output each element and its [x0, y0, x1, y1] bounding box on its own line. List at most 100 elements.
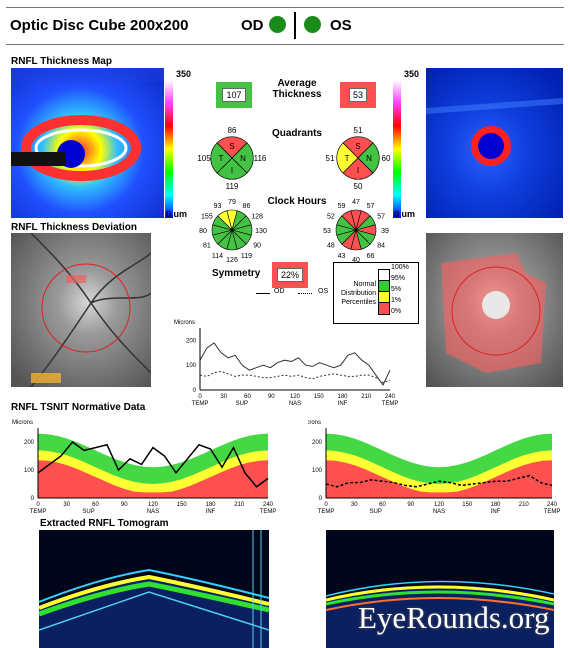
os-q-t-value: 51: [326, 154, 335, 163]
os-tsnit-xtick: 60: [379, 502, 386, 508]
od-clock-value: 114: [212, 253, 223, 260]
os-tsnit-ytick: 100: [312, 468, 323, 474]
od-clock-value: 80: [199, 228, 207, 235]
cmp-od-line: [199, 342, 391, 386]
od-tsnit-xcat: TEMP: [260, 509, 276, 515]
os-q-n-letter: N: [366, 154, 372, 163]
os-tsnit-xtick: 210: [519, 502, 530, 508]
cmp-xtick: 0: [198, 394, 202, 400]
od-label: OD: [241, 17, 264, 34]
od-colorbar-max: 350: [176, 69, 192, 79]
od-q-n-letter: N: [240, 154, 246, 163]
od-tsnit-xcat: NAS: [147, 509, 159, 515]
os-tsnit-xtick: 30: [351, 502, 358, 508]
od-q-i-value: 119: [226, 182, 239, 191]
os-tsnit-xtick: 90: [407, 502, 414, 508]
cmp-os-line: [199, 370, 391, 384]
os-tsnit-ytick: 0: [319, 496, 323, 502]
os-tsnit-ytick: 200: [312, 440, 323, 446]
od-deviation-fundus: [11, 233, 151, 387]
od-clock-value: 86: [243, 203, 251, 210]
os-tsnit-xtick: 0: [324, 502, 328, 508]
os-tsnit-band-1: [326, 460, 552, 498]
os-tsnit-xcat: TEMP: [318, 509, 335, 515]
os-clock-value: 57: [377, 214, 385, 221]
os-tsnit-chart: Microns20010000306090120150180210240TEMP…: [308, 420, 561, 515]
os-clock-sector: [341, 210, 357, 232]
os-line-swatch: [298, 293, 312, 294]
legend-title-2: Distribution: [340, 290, 376, 297]
cmp-xcat: INF: [338, 401, 348, 407]
od-tsnit-xtick: 240: [263, 502, 274, 508]
os-q-i-value: 50: [354, 182, 363, 191]
od-tsnit-xtick: 210: [234, 502, 245, 508]
os-clock-value: 66: [367, 253, 375, 260]
os-tsnit-ylabel: Microns: [308, 420, 321, 426]
symmetry-value: 22%: [276, 268, 303, 282]
od-q-t-letter: T: [219, 154, 224, 163]
od-tsnit-xcat: INF: [206, 509, 216, 515]
os-clock-value: 53: [323, 228, 331, 235]
od-tsnit-xtick: 60: [92, 502, 99, 508]
os-clock-value: 52: [327, 214, 335, 221]
cmp-xtick: 30: [220, 394, 227, 400]
od-avg-thickness-box: 107: [216, 82, 252, 108]
os-clock-value: 48: [327, 243, 335, 250]
od-tsnit-xtick: 180: [205, 502, 216, 508]
od-tsnit-ylabel: Microns: [12, 420, 33, 426]
od-thickness-map: [11, 68, 164, 218]
cmp-xcat: SUP: [236, 401, 248, 407]
od-tsnit-band-1: [38, 460, 268, 498]
legend-level-0: 0%: [391, 308, 402, 315]
watermark: EyeRounds.org: [358, 600, 550, 635]
legend-level-95: 95%: [391, 275, 406, 282]
os-label: OS: [330, 17, 352, 34]
od-tomogram: [39, 530, 269, 648]
cmp-xcat: NAS: [289, 401, 301, 407]
cmp-ytick: 0: [193, 388, 197, 394]
os-clock-value: 57: [367, 203, 375, 210]
cmp-xtick: 90: [268, 394, 275, 400]
tsnit-title: RNFL TSNIT Normative Data: [11, 402, 146, 413]
od-line-swatch: [256, 293, 270, 294]
deviation-title: RNFL Thickness Deviation: [11, 222, 137, 233]
od-q-s-letter: S: [229, 142, 234, 151]
os-tsnit-xcat: TEMP: [544, 509, 561, 515]
od-tsnit-line: [37, 440, 269, 488]
od-clock-value: 155: [201, 214, 213, 221]
legend-level-5: 5%: [391, 286, 402, 293]
os-clock-value: 59: [338, 203, 346, 210]
os-colorbar-min: 0 um: [394, 209, 416, 219]
od-tsnit-ytick: 100: [24, 468, 35, 474]
od-clock-value: 79: [228, 199, 236, 206]
symmetry-label: Symmetry: [212, 268, 261, 279]
od-clock-value: 126: [226, 257, 238, 264]
os-avg-thickness-box: 53: [340, 82, 376, 108]
thickness-map-title: RNFL Thickness Map: [11, 56, 112, 67]
cmp-xtick: 60: [244, 394, 251, 400]
legend-level-100: 100%: [391, 264, 409, 271]
cmp-xtick: 120: [290, 394, 301, 400]
od-clock-value: 130: [255, 228, 267, 235]
os-avg-thickness: 53: [348, 88, 367, 102]
os-tsnit-xcat: NAS: [433, 509, 445, 515]
cmp-xtick: 210: [361, 394, 372, 400]
od-tsnit-ytick: 0: [31, 496, 35, 502]
od-clock-value: 81: [203, 243, 211, 250]
od-tsnit-xcat: TEMP: [30, 509, 47, 515]
od-avg-thickness: 107: [222, 88, 246, 102]
clock-hours-label: Clock Hours: [267, 196, 327, 207]
os-tsnit-line: [325, 474, 553, 488]
cmp-xtick: 240: [385, 394, 396, 400]
quadrants-label: Quadrants: [271, 128, 322, 139]
od-tsnit-xtick: 0: [36, 502, 40, 508]
od-colorbar: [165, 80, 173, 218]
od-tsnit-xtick: 90: [121, 502, 128, 508]
od-tsnit-xtick: 30: [63, 502, 70, 508]
os-q-i-letter: I: [357, 166, 359, 175]
cmp-ylabel: Microns: [174, 320, 195, 326]
